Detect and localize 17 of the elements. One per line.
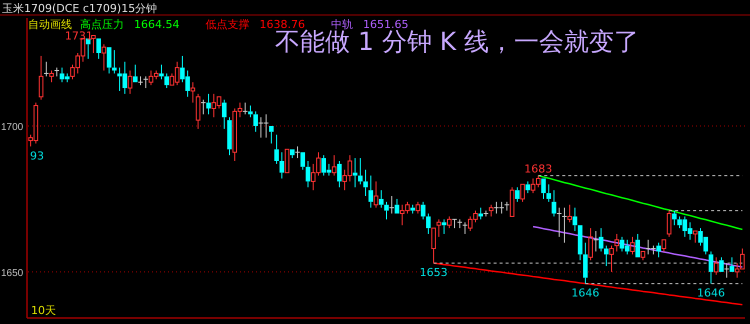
legend-item: 中轨 bbox=[331, 18, 353, 31]
price-label: 1653 bbox=[420, 266, 448, 280]
price-label: 1646 bbox=[571, 286, 600, 300]
legend-value: 1664.54 bbox=[134, 18, 180, 31]
price-label: 1683 bbox=[524, 162, 552, 176]
price-label: 1731 bbox=[64, 30, 93, 42]
legend-title: 自动画线 bbox=[28, 18, 72, 31]
price-label: 93 bbox=[30, 149, 44, 162]
note: 10天 bbox=[31, 304, 56, 317]
legend-item: 低点支撑 bbox=[206, 18, 250, 31]
y-tick-label: 1700 bbox=[1, 122, 24, 133]
price-label: 1646 bbox=[696, 286, 725, 300]
legend-item: 高点压力 bbox=[80, 18, 124, 31]
title: 玉米1709(DCE c1709)15分钟 bbox=[2, 2, 158, 15]
legend-value: 1638.76 bbox=[260, 18, 305, 31]
y-tick-label: 1650 bbox=[1, 268, 24, 279]
legend-value: 1651.65 bbox=[363, 18, 408, 31]
